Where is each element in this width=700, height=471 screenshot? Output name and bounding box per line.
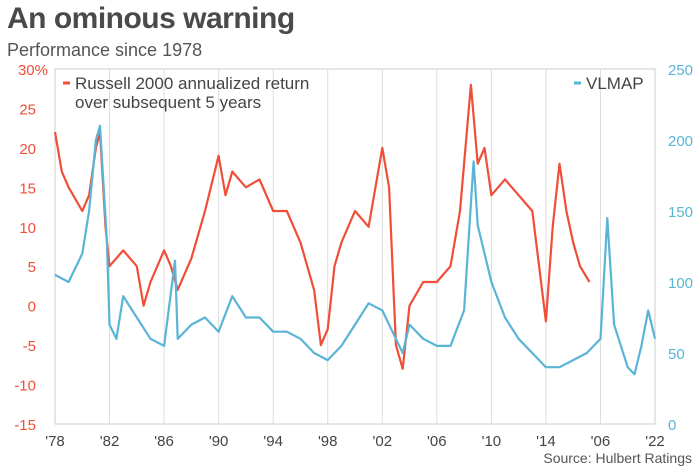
chart-title: An ominous warning [7,2,295,35]
y-left-tick-label: 5 [28,259,36,276]
plot-frame [54,68,656,425]
x-tick-label: '06 [427,433,447,450]
y-left-tick-label: -5 [23,338,36,355]
y-left-tick-label: 15 [19,180,36,197]
x-tick-label: '86 [154,433,174,450]
y-left-tick-label: 30% [18,62,48,79]
vlmap-line [54,124,657,376]
y-left-tick-label: 20 [19,141,36,158]
chart-subtitle: Performance since 1978 [7,40,203,60]
y-right-tick-label: 150 [668,204,693,221]
y-right-tick-label: 50 [668,346,685,363]
x-tick-label: '90 [209,433,229,450]
y-left-tick-label: -15 [14,417,36,434]
y-left-tick-label: 25 [19,101,36,118]
legend-label-russell-line1: Russell 2000 annualized return [75,74,309,93]
x-tick-label: '94 [263,433,283,450]
chart-source: Source: Hulbert Ratings [543,450,692,466]
x-tick-label: '06 [591,433,611,450]
x-tick-label: '10 [482,433,502,450]
y-right-tick-label: 100 [668,275,693,292]
x-tick-label: '98 [318,433,338,450]
y-left-tick-label: -10 [14,378,36,395]
russell-2000-line [53,83,591,370]
y-right-tick-label: 250 [668,62,693,79]
y-left-tick-label: 10 [19,220,36,237]
x-tick-label: '78 [45,433,65,450]
x-tick-label: '22 [645,433,665,450]
y-right-tick-label: 200 [668,133,693,150]
y-left-tick-label: 0 [28,299,36,316]
y-right-tick-label: 0 [668,417,676,434]
x-tick-label: '14 [536,433,556,450]
x-tick-label: '82 [100,433,120,450]
legend-label-vlmap: VLMAP [586,74,644,93]
legend-label-russell-line2: over subsequent 5 years [75,93,261,112]
x-tick-label: '02 [372,433,392,450]
